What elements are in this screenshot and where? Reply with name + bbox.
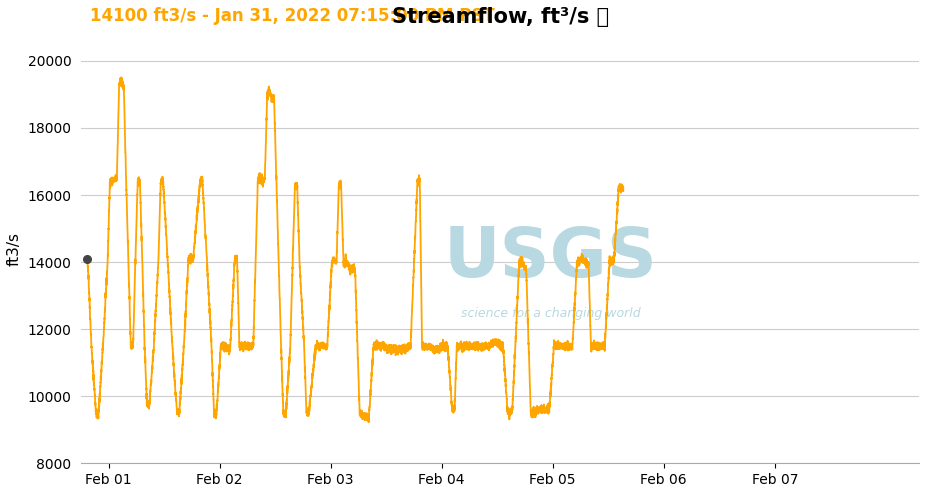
Text: 14100 ft3/s - Jan 31, 2022 07:15:00 PM PST: 14100 ft3/s - Jan 31, 2022 07:15:00 PM P… <box>90 7 494 26</box>
Title: Streamflow, ft³/s ⓘ: Streamflow, ft³/s ⓘ <box>392 7 608 27</box>
Text: science for a changing world: science for a changing world <box>460 307 640 320</box>
Text: USGS: USGS <box>444 224 657 291</box>
Y-axis label: ft3/s: ft3/s <box>6 232 22 266</box>
